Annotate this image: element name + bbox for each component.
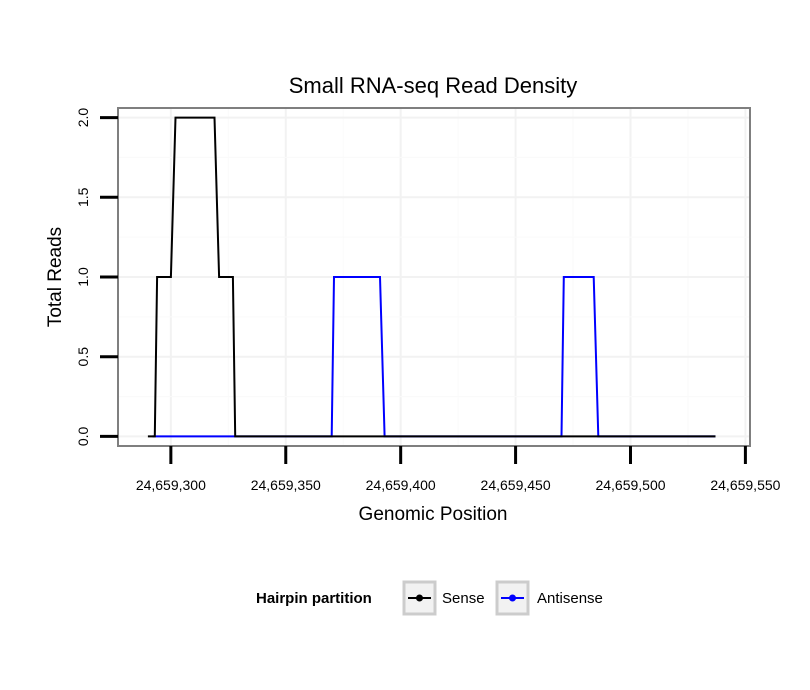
- x-tick-label: 24,659,300: [136, 477, 206, 493]
- plot-area: [117, 107, 751, 447]
- y-tick-label: 1.0: [75, 267, 91, 287]
- y-tick-label: 1.5: [75, 187, 91, 207]
- x-axis-title: Genomic Position: [359, 504, 508, 525]
- legend-label-antisense: Antisense: [537, 590, 603, 607]
- x-tick-label: 24,659,550: [710, 477, 780, 493]
- x-tick-label: 24,659,500: [595, 477, 665, 493]
- y-axis: 0.0 0.5 1.0 1.5 2.0: [75, 108, 118, 446]
- legend: Hairpin partition Sense Antisense: [256, 580, 603, 616]
- legend-item-sense: Sense: [402, 580, 485, 616]
- legend-point-antisense: [509, 594, 516, 602]
- x-tick-label: 24,659,400: [366, 477, 436, 493]
- series-layer: [147, 116, 716, 438]
- x-tick-label: 24,659,450: [481, 477, 551, 493]
- legend-label-sense: Sense: [442, 590, 485, 607]
- x-axis: 24,659,300 24,659,350 24,659,400 24,659,450…: [136, 446, 781, 493]
- x-tick-label: 24,659,350: [251, 477, 321, 493]
- legend-title: Hairpin partition: [256, 590, 372, 607]
- legend-item-antisense: Antisense: [495, 580, 603, 616]
- grid: [118, 108, 750, 446]
- y-tick-label: 0.5: [75, 347, 91, 367]
- legend-point-sense: [416, 594, 423, 602]
- chart-title: Small RNA-seq Read Density: [289, 73, 578, 98]
- y-tick-label: 0.0: [75, 426, 91, 446]
- y-tick-label: 2.0: [75, 108, 91, 128]
- y-axis-title: Total Reads: [45, 227, 66, 327]
- series-line-sense: [147, 116, 716, 438]
